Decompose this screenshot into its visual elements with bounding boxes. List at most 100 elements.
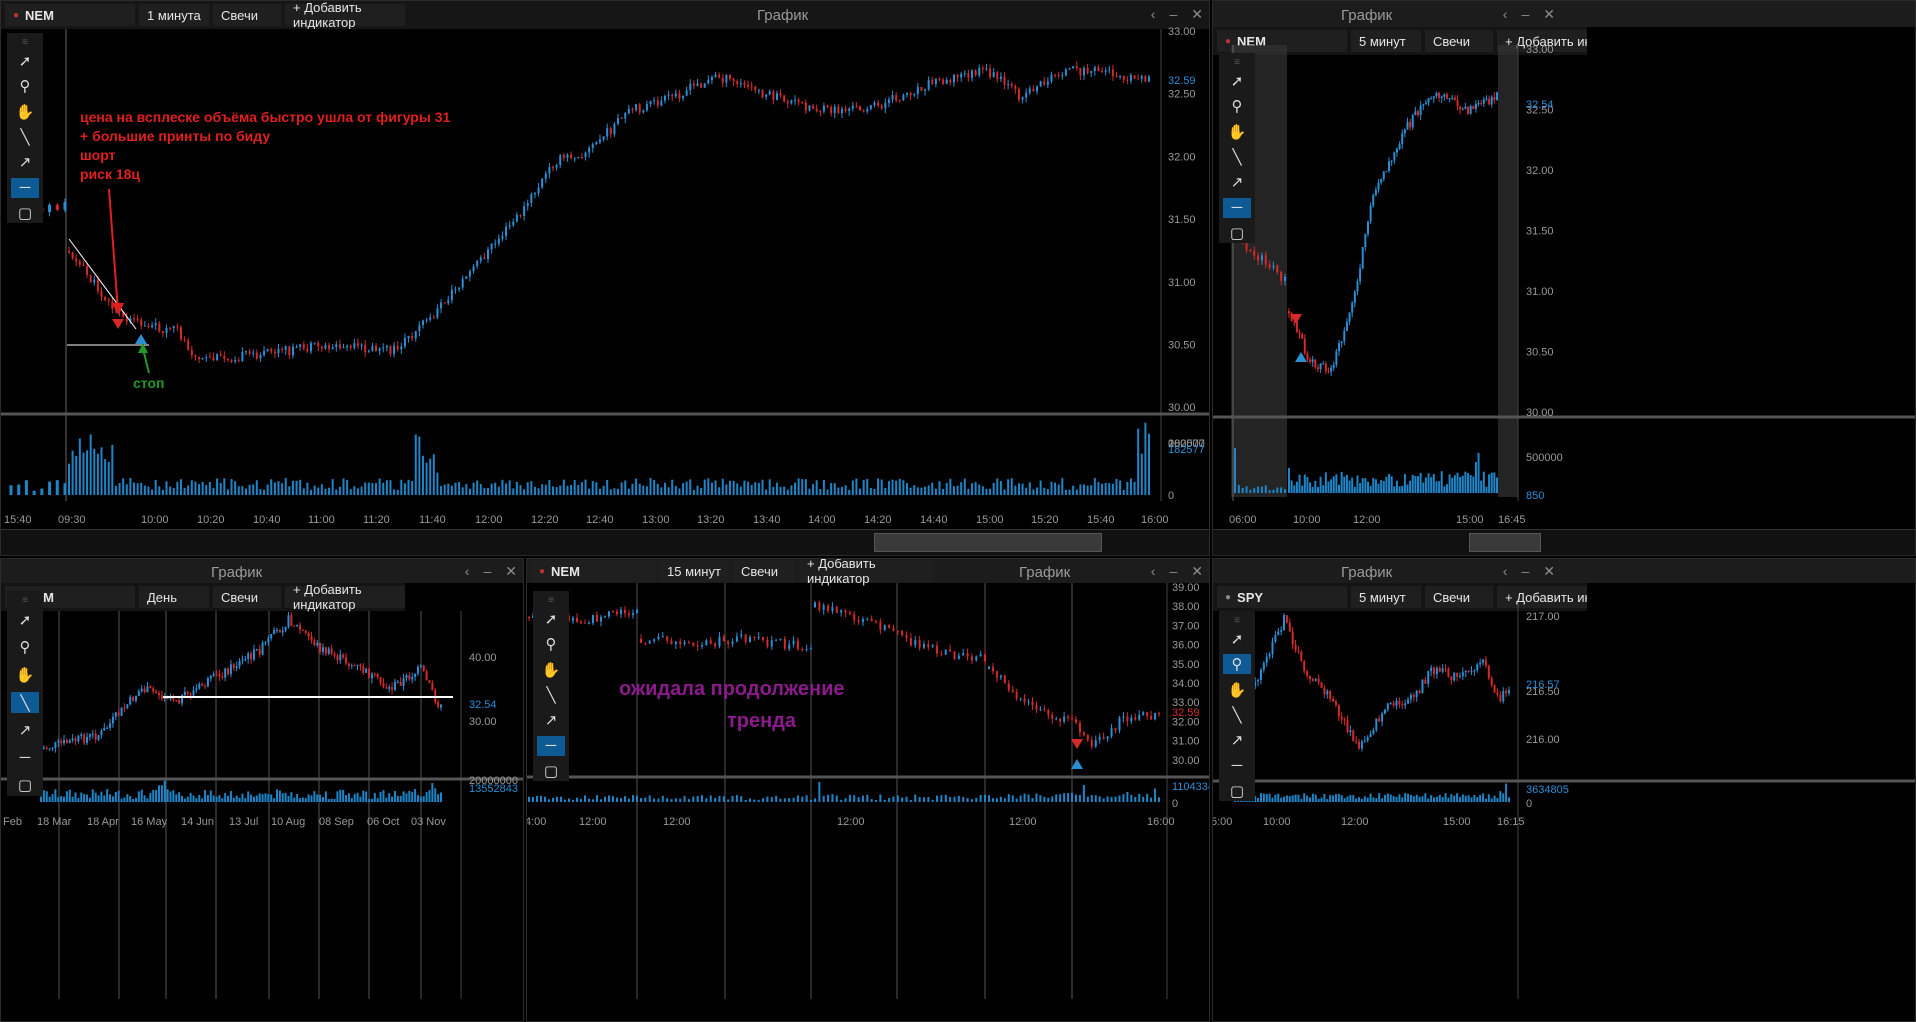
back-icon[interactable]: ‹ [1502, 563, 1508, 579]
rectangle-icon[interactable]: ▢ [17, 205, 33, 223]
add-indicator-button[interactable]: + Добавить индик [1497, 586, 1587, 608]
line-icon[interactable]: ╲ [20, 128, 30, 146]
add-indicator-button[interactable]: + Добавить индикатор [799, 559, 933, 586]
symbol-selector[interactable]: ●NEM [5, 4, 135, 26]
interval-selector[interactable]: 15 минут [659, 560, 729, 582]
chart-type-selector[interactable]: Свечи [733, 560, 795, 582]
volume-bar [866, 794, 869, 802]
interval-selector[interactable]: 5 минут [1351, 586, 1421, 608]
close-icon[interactable]: ✕ [505, 563, 517, 579]
main-chart-canvas[interactable]: 33.0032.5032.0031.5031.0030.5030.0032.59… [1, 1, 1210, 556]
rectangle-icon[interactable]: ▢ [543, 763, 559, 781]
chart-type-selector[interactable]: Свечи [213, 4, 281, 26]
cursor-icon[interactable]: ➚ [544, 610, 558, 628]
top-right-timeline-scroller[interactable] [1213, 529, 1915, 555]
add-indicator-button[interactable]: + Добавить индикатор [1497, 30, 1587, 52]
minimize-icon[interactable]: ‒ [483, 563, 492, 579]
scroller-thumb[interactable] [1469, 533, 1541, 552]
rectangle-icon[interactable]: ▢ [1229, 783, 1245, 801]
grip-icon[interactable]: ≡ [1234, 57, 1240, 68]
symbol-selector[interactable]: ●NEM [531, 560, 655, 582]
main-timeline-scroller[interactable] [1, 529, 1209, 555]
zoom-icon[interactable]: ⚲ [1231, 98, 1243, 116]
bottom-mid-chart-canvas[interactable]: 39.0038.0037.0036.0035.0034.0033.0032.00… [527, 559, 1210, 1022]
bottom-mid-chart-panel: График ‹ ‒ ✕ ● NEM 15 минут Свечи + Добав… [526, 558, 1210, 1022]
horizontal-line-icon[interactable]: ─ [19, 749, 31, 767]
symbol-selector[interactable]: ● SPY [1217, 586, 1347, 608]
close-dot-icon[interactable]: ● [539, 565, 546, 577]
scroller-thumb[interactable] [874, 533, 1102, 552]
grip-icon[interactable]: ≡ [22, 37, 28, 48]
horizontal-line-icon[interactable]: ─ [1231, 757, 1243, 775]
arrow-icon[interactable]: ↗ [1230, 732, 1244, 750]
hand-icon[interactable]: ✋ [541, 661, 561, 679]
zoom-icon[interactable]: ⚲ [19, 78, 31, 96]
arrow-icon[interactable]: ↗ [18, 154, 32, 172]
top-right-chart-canvas[interactable]: 33.0032.5032.0031.5031.0030.5030.0032.54… [1213, 1, 1916, 556]
line-icon[interactable]: ╲ [11, 691, 39, 714]
volume-bar [100, 447, 103, 495]
zoom-icon[interactable]: ⚲ [19, 639, 31, 657]
line-icon[interactable]: ╲ [1232, 706, 1242, 724]
close-icon[interactable]: ✕ [1543, 6, 1555, 22]
minimize-icon[interactable]: ‒ [1521, 563, 1530, 579]
volume-bar [1386, 793, 1389, 802]
candle-body [1079, 68, 1082, 76]
candle-body [952, 74, 955, 83]
minimize-icon[interactable]: ‒ [1169, 563, 1178, 579]
candle-body [1146, 712, 1149, 716]
cursor-icon[interactable]: ➚ [1230, 630, 1244, 648]
chart-type-selector[interactable]: Свечи [1425, 30, 1493, 52]
volume-bar [640, 798, 642, 802]
zoom-icon[interactable]: ⚲ [545, 636, 557, 654]
minimize-icon[interactable]: ‒ [1521, 6, 1530, 22]
horizontal-line-icon[interactable]: ─ [537, 736, 565, 756]
close-dot-icon[interactable]: ● [1225, 35, 1232, 47]
interval-selector[interactable]: 5 минут [1351, 30, 1421, 52]
volume-bar [902, 480, 905, 495]
close-icon[interactable]: ✕ [1543, 563, 1555, 579]
close-icon[interactable]: ✕ [1191, 563, 1203, 579]
line-icon[interactable]: ╲ [546, 686, 556, 704]
close-dot-icon[interactable]: ● [13, 9, 20, 21]
price-tick-label: 38.00 [1172, 601, 1200, 613]
close-icon[interactable]: ✕ [1191, 6, 1203, 22]
arrow-icon[interactable]: ↗ [1230, 174, 1244, 192]
line-icon[interactable]: ╲ [1232, 148, 1242, 166]
hand-icon[interactable]: ✋ [15, 666, 35, 684]
volume-bar [942, 488, 945, 495]
interval-selector[interactable]: День [139, 586, 209, 608]
cursor-icon[interactable]: ➚ [18, 52, 32, 70]
rectangle-icon[interactable]: ▢ [1229, 225, 1245, 243]
grip-icon[interactable]: ≡ [1234, 615, 1240, 626]
grip-icon[interactable]: ≡ [22, 595, 28, 606]
interval-selector[interactable]: 1 минута [139, 4, 209, 26]
back-icon[interactable]: ‹ [1502, 6, 1508, 22]
hand-icon[interactable]: ✋ [1227, 681, 1247, 699]
chart-type-selector[interactable]: Свечи [213, 586, 281, 608]
back-icon[interactable]: ‹ [464, 563, 470, 579]
volume-bar [796, 795, 799, 802]
horizontal-line-icon[interactable]: ─ [1223, 198, 1251, 218]
candle-body [416, 667, 419, 674]
cursor-icon[interactable]: ➚ [1230, 72, 1244, 90]
candle-body [962, 653, 965, 656]
back-icon[interactable]: ‹ [1150, 563, 1156, 579]
rectangle-icon[interactable]: ▢ [17, 777, 33, 795]
minimize-icon[interactable]: ‒ [1169, 6, 1178, 22]
horizontal-line-icon[interactable]: ─ [11, 178, 39, 198]
add-indicator-button[interactable]: + Добавить индикатор [285, 582, 405, 612]
grip-icon[interactable]: ≡ [548, 595, 554, 606]
cursor-icon[interactable]: ➚ [18, 611, 32, 629]
add-indicator-button[interactable]: + Добавить индикатор [285, 1, 405, 30]
arrow-icon[interactable]: ↗ [18, 722, 32, 740]
back-icon[interactable]: ‹ [1150, 6, 1156, 22]
chart-type-selector[interactable]: Свечи [1425, 586, 1493, 608]
hand-icon[interactable]: ✋ [1227, 123, 1247, 141]
arrow-icon[interactable]: ↗ [544, 712, 558, 730]
hand-icon[interactable]: ✋ [15, 103, 35, 121]
close-dot-icon[interactable]: ● [1225, 591, 1232, 603]
zoom-icon[interactable]: ⚲ [1223, 654, 1251, 674]
